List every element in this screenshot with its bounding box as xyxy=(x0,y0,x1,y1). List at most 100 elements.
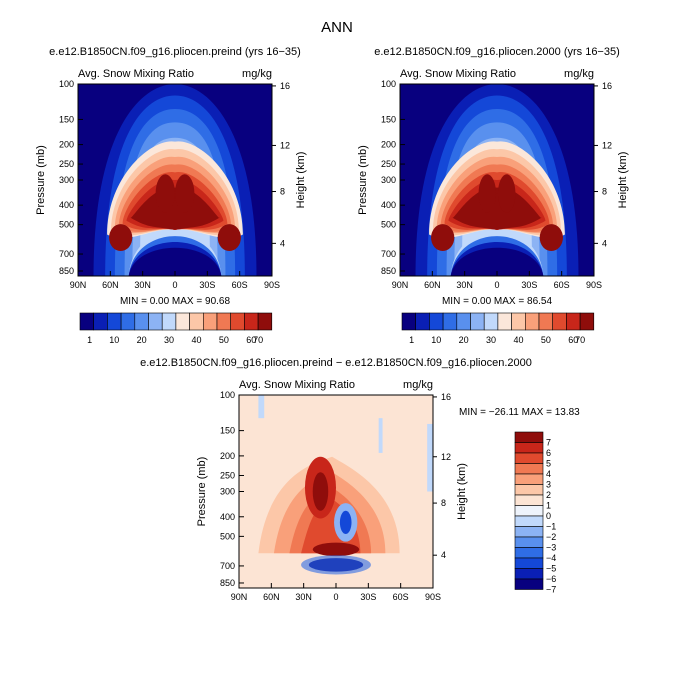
colorbar-swatch xyxy=(120,312,136,331)
x-tick-label: 30S xyxy=(521,280,537,290)
contour-negative xyxy=(378,418,383,453)
colorbar-swatch xyxy=(79,312,94,331)
y-tick-label: 850 xyxy=(220,578,235,588)
y-tick-label: 850 xyxy=(59,266,74,276)
colorbar-swatch xyxy=(566,312,581,331)
units-label: mg/kg xyxy=(403,379,433,391)
y2-tick-label: 8 xyxy=(602,187,607,197)
min-max-readout: MIN = 0.00 MAX = 86.54 xyxy=(442,296,552,307)
panel-difference: e.e12.B1850CN.f09_g16.pliocen.preind − e… xyxy=(140,357,580,602)
y-tick-label: 700 xyxy=(220,561,235,571)
colorbar-swatch xyxy=(497,312,512,331)
contour-field xyxy=(400,84,594,276)
y-tick-label: 500 xyxy=(381,220,396,230)
colorbar-swatch xyxy=(175,312,190,331)
y-tick-label: 100 xyxy=(59,79,74,89)
colorbar-swatch xyxy=(514,494,544,506)
colorbar-swatch xyxy=(514,515,544,527)
colorbar-swatch xyxy=(579,312,595,331)
colorbar-label: 5 xyxy=(546,459,551,469)
y2-tick-label: 16 xyxy=(602,81,612,91)
y-tick-label: 150 xyxy=(59,114,74,124)
x-tick-label: 90N xyxy=(70,280,87,290)
min-max-readout: MIN = −26.11 MAX = 13.83 xyxy=(459,407,580,418)
y-tick-label: 400 xyxy=(220,512,235,522)
y2-axis-title: Height (km) xyxy=(617,152,629,209)
y-tick-label: 200 xyxy=(220,451,235,461)
y2-tick-label: 12 xyxy=(441,452,451,462)
x-tick-label: 90S xyxy=(586,280,602,290)
y-tick-label: 700 xyxy=(381,249,396,259)
colorbar-swatch xyxy=(415,312,430,331)
colorbar-swatch xyxy=(514,547,544,559)
contour-core xyxy=(175,174,195,213)
colorbar-swatch xyxy=(93,312,108,331)
contour-field xyxy=(78,84,272,276)
y2-axis-title: Height (km) xyxy=(456,463,468,520)
y-tick-label: 150 xyxy=(381,114,396,124)
x-tick-label: 90S xyxy=(425,592,441,602)
colorbar-label: 40 xyxy=(513,335,523,345)
colorbar-swatch xyxy=(538,312,553,331)
variable-label: Avg. Snow Mixing Ratio xyxy=(400,68,516,80)
colorbar-swatch xyxy=(511,312,526,331)
y-tick-label: 200 xyxy=(381,140,396,150)
y-tick-label: 300 xyxy=(59,175,74,185)
contour-negative xyxy=(301,555,371,575)
y-tick-label: 250 xyxy=(381,159,396,169)
colorbar-swatch xyxy=(429,312,444,331)
colorbar-swatch xyxy=(401,312,416,331)
panel-header: e.e12.B1850CN.f09_g16.pliocen.preind − e… xyxy=(140,357,532,369)
colorbar-label: 70 xyxy=(575,335,585,345)
colorbar-swatch xyxy=(514,526,544,538)
axes: 100 150 200 250 300 400 500 700 850 90N 60N 30N 0 30S… xyxy=(357,79,629,290)
contour-negative xyxy=(427,423,433,492)
x-tick-label: 90N xyxy=(392,280,409,290)
x-tick-label: 60N xyxy=(424,280,441,290)
min-max-readout: MIN = 0.00 MAX = 90.68 xyxy=(120,296,230,307)
y-axis-title: Pressure (mb) xyxy=(196,457,208,527)
panel-header: e.e12.B1850CN.f09_g16.pliocen.2000 (yrs … xyxy=(374,46,620,58)
x-tick-label: 30N xyxy=(295,592,312,602)
variable-label: Avg. Snow Mixing Ratio xyxy=(78,68,194,80)
contour-core xyxy=(431,224,455,252)
y-tick-label: 100 xyxy=(381,79,396,89)
y-tick-label: 300 xyxy=(381,175,396,185)
axes: 100 150 200 250 300 400 500 700 850 90N 60N 30N 0 30S… xyxy=(35,79,307,290)
y-tick-label: 200 xyxy=(59,140,74,150)
x-tick-label: 30S xyxy=(360,592,376,602)
y-tick-label: 700 xyxy=(59,249,74,259)
contour-negative xyxy=(339,510,352,534)
variable-label: Avg. Snow Mixing Ratio xyxy=(239,379,355,391)
colorbar-label: 2 xyxy=(546,490,551,500)
contour-level xyxy=(452,187,542,230)
contour-core xyxy=(217,224,241,252)
x-tick-label: 90N xyxy=(231,592,248,602)
colorbar-swatch xyxy=(552,312,567,331)
colorbar-swatch xyxy=(470,312,485,331)
colorbar-swatch xyxy=(524,312,540,331)
colorbar-swatch xyxy=(514,536,544,548)
colorbar-label: −6 xyxy=(546,574,556,584)
colorbar-label: 30 xyxy=(486,335,496,345)
x-tick-label: 0 xyxy=(333,592,338,602)
y2-tick-label: 4 xyxy=(280,238,285,248)
colorbar-swatch xyxy=(514,557,544,569)
colorbar-label: 4 xyxy=(546,469,551,479)
x-tick-label: 60S xyxy=(393,592,409,602)
colorbar-swatch xyxy=(107,312,122,331)
colorbar-label: 20 xyxy=(137,335,147,345)
contour-core xyxy=(109,224,133,252)
contour-level xyxy=(128,247,222,276)
colorbar-label: 60 xyxy=(568,335,578,345)
colorbar-label: −2 xyxy=(546,532,556,542)
x-tick-label: 0 xyxy=(494,280,499,290)
colorbar-label: 6 xyxy=(546,448,551,458)
colorbar-label: 60 xyxy=(246,335,256,345)
contour-level xyxy=(130,187,220,230)
x-tick-label: 90S xyxy=(264,280,280,290)
y-tick-label: 850 xyxy=(381,266,396,276)
colorbar-label: 20 xyxy=(459,335,469,345)
